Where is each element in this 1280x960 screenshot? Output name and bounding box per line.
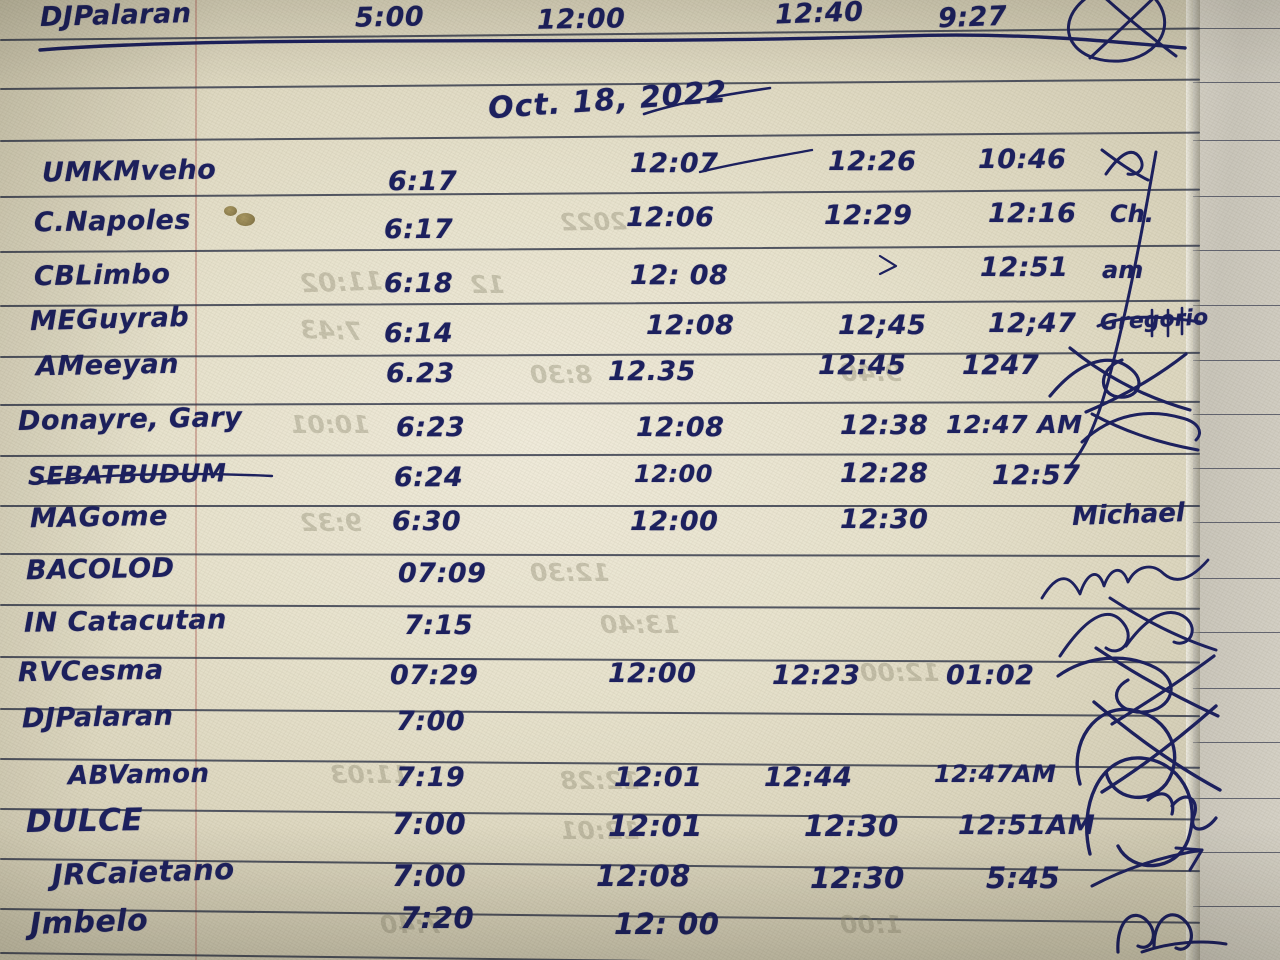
- row-time-out: 12:47AM: [934, 762, 1056, 786]
- row-time-in: 7:00: [396, 708, 465, 735]
- row-time-in: 6:18: [384, 270, 453, 297]
- row-lunch-out: 12:00: [634, 462, 713, 486]
- row-time-out: 12:57: [992, 462, 1080, 489]
- row-lunch-in: 12:26: [828, 148, 916, 175]
- row-lunch-out: 12:08: [636, 414, 724, 441]
- row-lunch-out: 12:01: [614, 764, 702, 791]
- row-time-in: 07:09: [398, 560, 486, 587]
- row-lunch-out: 12: 00: [614, 910, 719, 939]
- row-lunch-in: 12:30: [840, 506, 928, 533]
- row-lunch-out: 12:08: [596, 862, 691, 891]
- row-time-in: 07:29: [390, 662, 478, 689]
- row-time-in: 6:17: [388, 168, 457, 195]
- row-lunch-out: 12:06: [626, 204, 714, 231]
- row-lunch-in: 12:38: [840, 412, 928, 439]
- row-time-out: 10:46: [978, 146, 1066, 173]
- row-lunch-out: 12:08: [646, 312, 734, 339]
- ruled-line: [0, 505, 1200, 507]
- row-lunch-in: 12:45: [818, 352, 906, 379]
- row-lunch-out: 12:00: [608, 660, 696, 687]
- row-time-in: 6:24: [394, 464, 463, 491]
- row-time-out: 5:45: [986, 864, 1060, 893]
- row-time-in: 7:00: [392, 862, 466, 891]
- row-lunch-out: 12.35: [608, 358, 696, 385]
- row-time-out: 12:51: [980, 254, 1068, 281]
- row-time-in: 6.23: [386, 360, 455, 387]
- row-time-in: 6:30: [392, 508, 461, 535]
- row-time-in: 7:00: [392, 810, 466, 839]
- ink-blot: [236, 213, 255, 226]
- ink-blot: [224, 206, 237, 216]
- row-time-in: 7:20: [400, 904, 474, 933]
- row-note: am: [1102, 258, 1143, 282]
- row-time-out: 01:02: [946, 662, 1034, 689]
- row-time-out: 12;47: [988, 310, 1076, 337]
- row-lunch-out: 12: 08: [630, 262, 728, 289]
- row-lunch-in: 12:28: [840, 460, 928, 487]
- row-time-out: 1247: [962, 352, 1039, 379]
- row-time-in: 6:23: [396, 414, 465, 441]
- row-time-in: 7:15: [404, 612, 473, 639]
- row-time-out: 12:16: [988, 200, 1076, 227]
- row-lunch-in: 12:30: [810, 864, 905, 893]
- row-lunch-out: 12:01: [608, 812, 703, 841]
- row-lunch-in: 12:44: [764, 764, 852, 791]
- row-lunch-in: 12:29: [824, 202, 912, 229]
- row-time-out: 12:51AM: [958, 812, 1095, 839]
- row-lunch-in: 12:30: [804, 812, 899, 841]
- row-time-in: 6:14: [384, 320, 453, 347]
- row-lunch-in: 12:23: [772, 662, 860, 689]
- row-time-in: 6:17: [384, 216, 453, 243]
- row-lunch-out: 12:00: [630, 508, 718, 535]
- row-time-in: 7:19: [396, 764, 465, 791]
- row-lunch-in: 12;45: [838, 312, 926, 339]
- row-time-out: 12:47 AM: [946, 412, 1083, 437]
